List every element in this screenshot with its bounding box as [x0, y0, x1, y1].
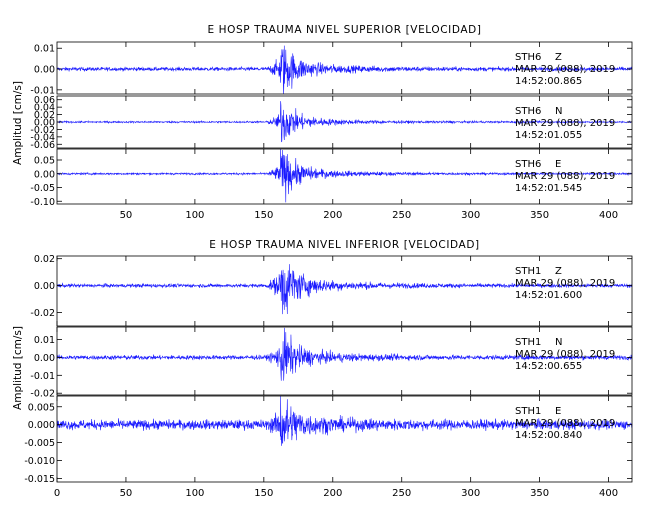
station-label: STH6	[515, 106, 541, 117]
x-tick-label: 50	[120, 210, 133, 221]
seismic-waveform	[56, 395, 633, 446]
panel-frame	[56, 255, 633, 327]
y-tick-label: -0.015	[24, 474, 55, 485]
panel-frame	[56, 395, 633, 483]
component-label: E	[555, 406, 561, 417]
y-tick-label: -0.005	[24, 438, 55, 449]
station-label: STH1	[515, 406, 541, 417]
seismic-waveform	[56, 101, 633, 143]
record-time: 14:52:00.840	[515, 430, 582, 441]
x-tick-label: 100	[185, 488, 204, 499]
y-tick-label: 0.01	[34, 335, 55, 346]
x-tick-label: 200	[323, 488, 342, 499]
record-time: 14:52:00.865	[515, 76, 582, 87]
y-tick-label: 0.01	[34, 44, 55, 55]
y-tick-label: 0.005	[28, 402, 55, 413]
chart-1: E HOSP TRAUMA NIVEL SUPERIOR [VELOCIDAD]…	[12, 24, 633, 221]
x-tick-label: 150	[254, 488, 273, 499]
station-label: STH6	[515, 159, 541, 170]
y-tick-label: -0.02	[30, 308, 55, 319]
x-tick-label: 350	[530, 488, 549, 499]
panel-frame	[56, 148, 633, 205]
component-label: Z	[555, 52, 562, 63]
y-tick-label: 0.06	[34, 95, 55, 106]
y-tick-label: 0.02	[34, 254, 55, 265]
record-time: 14:52:01.545	[515, 183, 582, 194]
seismic-waveform	[56, 327, 633, 381]
x-tick-label: 50	[120, 488, 133, 499]
chart-2: E HOSP TRAUMA NIVEL INFERIOR [VELOCIDAD]…	[12, 239, 633, 499]
x-tick-label: 350	[530, 210, 549, 221]
y-axis-label: Amplitud [cm/s]	[12, 326, 24, 410]
x-tick-label: 300	[461, 488, 480, 499]
x-tick-label: 400	[599, 488, 618, 499]
panel-frame	[56, 326, 633, 396]
x-tick-label: 300	[461, 210, 480, 221]
component-label: N	[555, 106, 562, 117]
component-label: N	[555, 337, 562, 348]
y-axis-label: Amplitud [cm/s]	[12, 81, 24, 165]
record-date: MAR 29 (088), 2019	[515, 118, 615, 129]
station-label: STH6	[515, 52, 541, 63]
component-label: Z	[555, 266, 562, 277]
y-tick-label: -0.02	[30, 389, 55, 400]
x-tick-label: 250	[392, 488, 411, 499]
y-tick-label: -0.010	[24, 456, 55, 467]
y-tick-label: 0.05	[34, 156, 55, 167]
seismic-waveform	[56, 45, 633, 95]
component-label: E	[555, 159, 561, 170]
record-date: MAR 29 (088), 2019	[515, 278, 615, 289]
seismic-waveform	[56, 148, 633, 203]
x-tick-label: 0	[54, 488, 60, 499]
y-tick-label: 0.04	[34, 103, 55, 114]
y-tick-label: 0.00	[34, 281, 55, 292]
y-tick-label: 0.000	[28, 420, 55, 431]
record-time: 14:52:01.600	[515, 290, 582, 301]
record-time: 14:52:01.055	[515, 130, 582, 141]
y-tick-label: 0.00	[34, 169, 55, 180]
panel-frame	[56, 41, 633, 95]
y-tick-label: -0.01	[30, 85, 55, 96]
seismic-waveform	[56, 264, 633, 315]
station-label: STH1	[515, 266, 541, 277]
record-date: MAR 29 (088), 2019	[515, 64, 615, 75]
chart-title: E HOSP TRAUMA NIVEL SUPERIOR [VELOCIDAD]	[207, 24, 481, 36]
record-date: MAR 29 (088), 2019	[515, 418, 615, 429]
station-label: STH1	[515, 337, 541, 348]
y-tick-label: -0.05	[30, 183, 55, 194]
x-tick-label: 100	[185, 210, 204, 221]
record-date: MAR 29 (088), 2019	[515, 349, 615, 360]
y-tick-label: 0.00	[34, 65, 55, 76]
record-time: 14:52:00.655	[515, 361, 582, 372]
y-tick-label: -0.02	[30, 125, 55, 136]
trace-panel: 0.060.040.020.00-0.02-0.04-0.06 STH6 NMAR …	[30, 95, 633, 151]
y-tick-label: -0.04	[30, 132, 55, 143]
x-tick-label: 200	[323, 210, 342, 221]
x-tick-label: 400	[599, 210, 618, 221]
y-tick-label: 0.00	[34, 353, 55, 364]
y-tick-label: -0.06	[30, 140, 55, 151]
x-tick-label: 250	[392, 210, 411, 221]
y-tick-label: 0.00	[34, 118, 55, 129]
x-tick-label: 150	[254, 210, 273, 221]
y-tick-label: -0.10	[30, 197, 55, 208]
chart-title: E HOSP TRAUMA NIVEL INFERIOR [VELOCIDAD]	[209, 239, 479, 251]
record-date: MAR 29 (088), 2019	[515, 171, 615, 182]
y-tick-label: -0.01	[30, 371, 55, 382]
y-tick-label: 0.02	[34, 110, 55, 121]
